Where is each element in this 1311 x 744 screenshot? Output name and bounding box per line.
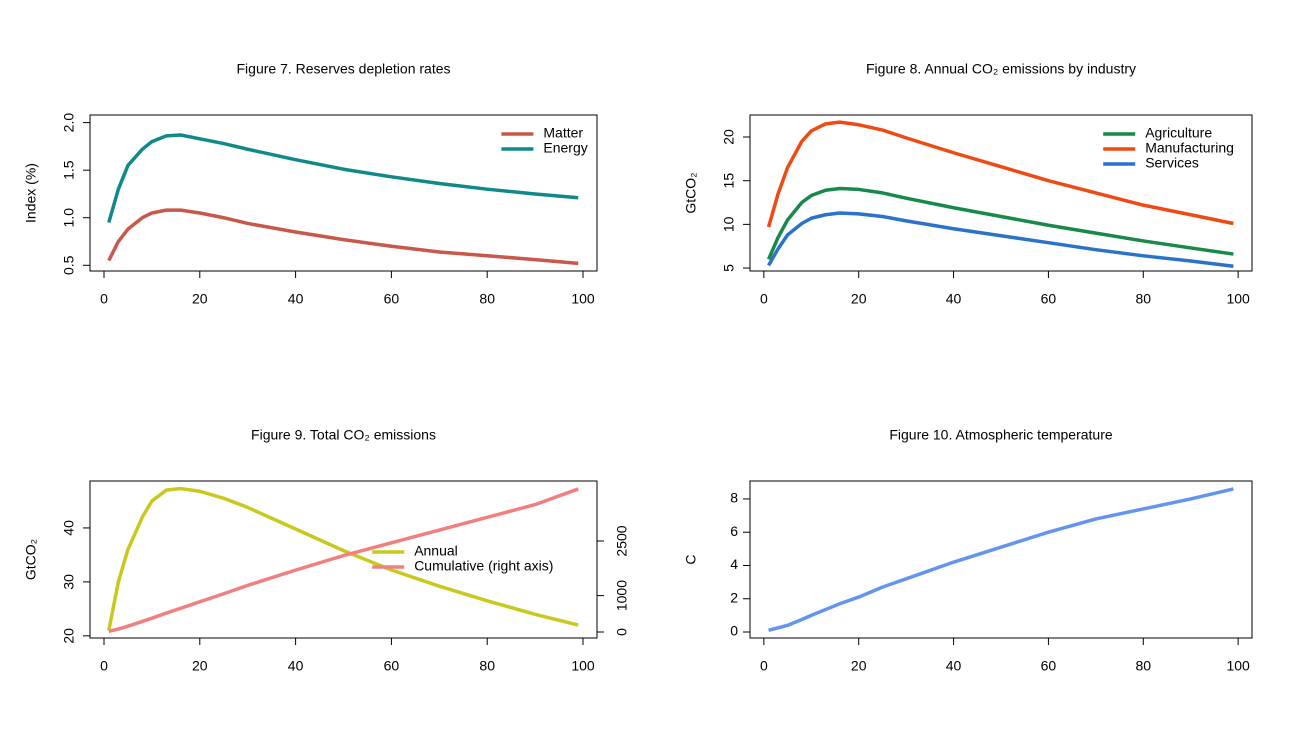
series-line <box>767 211 1234 269</box>
x-tick-label: 40 <box>288 658 304 674</box>
x-tick-label: 0 <box>100 658 108 674</box>
x-tick-label: 20 <box>851 291 867 307</box>
x-tick-label: 60 <box>384 291 400 307</box>
y2-tick-label: 1000 <box>614 580 630 611</box>
legend-label: Services <box>1145 155 1199 171</box>
y-axis-label: GtCO₂ <box>683 172 699 213</box>
chart-title: Figure 8. Annual CO₂ emissions by indust… <box>866 61 1136 77</box>
y-tick-label: 1.0 <box>61 208 77 228</box>
y2-tick-label: 0 <box>614 628 630 636</box>
legend-label: Agriculture <box>1145 125 1212 141</box>
x-tick-label: 60 <box>1041 291 1057 307</box>
x-tick-label: 80 <box>1136 658 1152 674</box>
y-axis-label: Index (%) <box>23 163 39 223</box>
x-tick-label: 80 <box>1136 291 1152 307</box>
x-tick-label: 0 <box>760 291 768 307</box>
x-tick-label: 0 <box>100 291 108 307</box>
y-tick-label: 20 <box>721 129 737 145</box>
x-tick-label: 20 <box>851 658 867 674</box>
x-tick-label: 100 <box>1226 291 1250 307</box>
y-tick-label: 6 <box>730 523 738 539</box>
chart-title: Figure 10. Atmospheric temperature <box>889 427 1113 443</box>
x-tick-label: 60 <box>1041 658 1057 674</box>
legend-label: Annual <box>414 543 458 559</box>
legend-label: Energy <box>543 140 587 156</box>
x-tick-label: 40 <box>946 291 962 307</box>
y-tick-label: 8 <box>730 490 738 506</box>
y-tick-label: 20 <box>61 628 77 644</box>
series-line <box>107 208 579 266</box>
x-tick-label: 60 <box>384 658 400 674</box>
series-line <box>766 120 1234 228</box>
y-axis-label: GtCO₂ <box>23 539 39 580</box>
y-tick-label: 0 <box>730 623 738 639</box>
y-tick-label: 2.0 <box>61 113 77 133</box>
y-tick-label: 15 <box>721 173 737 189</box>
y-tick-label: 40 <box>61 520 77 536</box>
legend-label: Matter <box>543 125 583 141</box>
x-tick-label: 20 <box>192 658 208 674</box>
y-tick-label: 10 <box>721 216 737 232</box>
series-line <box>107 486 579 631</box>
x-tick-label: 100 <box>1226 658 1250 674</box>
plot-frame <box>749 480 1253 639</box>
y-tick-label: 1.5 <box>61 160 77 180</box>
x-tick-label: 100 <box>571 658 595 674</box>
series-line <box>107 133 579 223</box>
chart-title: Figure 9. Total CO₂ emissions <box>251 427 436 443</box>
y-tick-label: 30 <box>61 574 77 590</box>
y-tick-label: 0.5 <box>61 255 77 275</box>
y-tick-label: 4 <box>730 556 738 572</box>
x-tick-label: 40 <box>288 291 304 307</box>
series-line <box>766 186 1234 260</box>
series-line <box>768 487 1234 633</box>
x-tick-label: 80 <box>479 291 495 307</box>
y-axis-label: C <box>683 554 699 564</box>
x-tick-label: 100 <box>571 291 595 307</box>
legend-label: Cumulative (right axis) <box>414 558 553 574</box>
x-tick-label: 0 <box>760 658 768 674</box>
x-tick-label: 20 <box>192 291 208 307</box>
y2-tick-label: 2500 <box>614 525 630 556</box>
x-tick-label: 40 <box>946 658 962 674</box>
chart-title: Figure 7. Reserves depletion rates <box>237 61 451 77</box>
x-tick-label: 80 <box>479 658 495 674</box>
y-tick-label: 2 <box>730 589 738 605</box>
series-line <box>108 487 579 633</box>
legend-label: Manufacturing <box>1145 140 1234 156</box>
y-tick-label: 5 <box>721 264 737 272</box>
